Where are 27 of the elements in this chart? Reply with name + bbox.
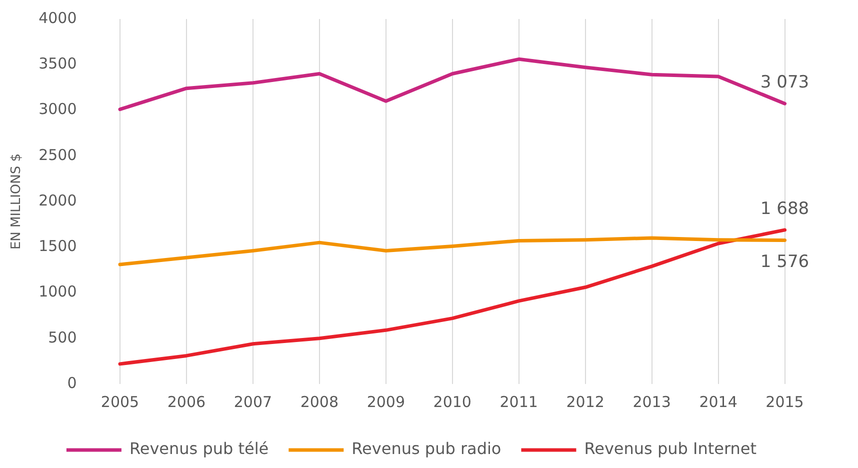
y-tick-label: 1000: [38, 282, 77, 301]
x-tick-label: 2011: [500, 392, 538, 411]
legend-label: Revenus pub Internet: [584, 439, 757, 458]
data-label: 3 073: [760, 72, 810, 93]
y-tick-label: 4000: [38, 8, 77, 27]
x-tick-label: 2007: [234, 392, 272, 411]
data-label: 1 688: [760, 198, 810, 219]
x-tick-label: 2006: [167, 392, 206, 411]
x-tick-label: 2014: [699, 392, 738, 411]
legend-label: Revenus pub télé: [129, 439, 269, 458]
data-label: 1 576: [760, 252, 810, 272]
x-tick-label: 2005: [100, 392, 140, 411]
y-tick-label: 500: [48, 328, 77, 346]
y-tick-label: 2000: [38, 191, 77, 210]
y-tick-label: 3000: [38, 100, 77, 118]
x-tick-label: 2010: [433, 392, 472, 411]
y-axis-title: EN MILLIONS $: [9, 153, 24, 250]
x-tick-label: 2009: [366, 392, 406, 411]
x-tick-label: 2015: [766, 392, 804, 411]
legend-label: Revenus pub radio: [352, 439, 502, 458]
y-tick-label: 3500: [38, 54, 77, 73]
x-tick-label: 2013: [632, 392, 671, 411]
x-tick-label: 2012: [566, 392, 604, 411]
x-tick-label: 2008: [300, 392, 339, 411]
y-tick-label: 2500: [38, 146, 77, 164]
y-tick-label: 1500: [38, 237, 77, 256]
y-tick-label: 0: [67, 374, 77, 392]
